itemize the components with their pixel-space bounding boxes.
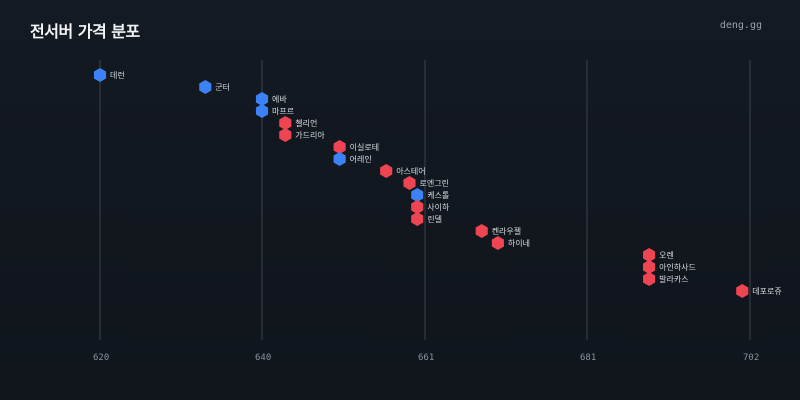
data-point[interactable] [255, 104, 269, 118]
data-point[interactable] [736, 284, 749, 298]
data-point[interactable] [643, 260, 656, 274]
data-point-label: 사이하 [427, 202, 450, 212]
data-point-label: 하이네 [508, 238, 530, 248]
data-point-label: 첼리언 [295, 118, 317, 128]
data-point-label: 로엔그린 [419, 178, 448, 188]
data-point[interactable] [411, 212, 424, 226]
data-point-label: 데포로쥬 [752, 287, 781, 296]
x-tick-label: 681 [580, 353, 596, 363]
data-point-label: 아스테어 [396, 166, 425, 176]
data-point-label: 발라카스 [659, 274, 688, 284]
data-point-label: 린델 [427, 214, 442, 224]
data-point-label: 데런 [110, 70, 125, 80]
data-point[interactable] [255, 92, 269, 106]
data-point[interactable] [643, 272, 656, 286]
data-point[interactable] [279, 116, 292, 130]
data-point-label: 마프르 [272, 107, 294, 116]
data-point-label: 아인하사드 [659, 262, 696, 272]
data-point-label: 가드리아 [295, 130, 325, 140]
data-point[interactable] [475, 224, 488, 238]
data-point[interactable] [643, 248, 656, 262]
x-tick-label: 702 [743, 353, 759, 363]
data-point-label: 어레인 [350, 154, 372, 164]
data-point-label: 군터 [215, 83, 230, 92]
chart-title: 전서버 가격 분포 [30, 22, 140, 41]
data-point-label: 에바 [272, 94, 287, 104]
x-tick-label: 640 [255, 353, 271, 363]
data-point[interactable] [199, 80, 212, 94]
data-point[interactable] [333, 152, 346, 166]
data-point[interactable] [380, 164, 393, 178]
brand-label: deng.gg [719, 20, 762, 31]
data-point[interactable] [411, 200, 424, 214]
data-point[interactable] [491, 236, 504, 250]
x-tick-label: 620 [93, 353, 109, 363]
x-tick-label: 661 [418, 353, 434, 363]
data-point-label: 오렌 [659, 250, 674, 260]
data-point[interactable] [93, 68, 107, 82]
data-point[interactable] [411, 188, 424, 202]
data-point-label: 켄라우젤 [492, 226, 521, 236]
data-point-label: 케스톨 [427, 191, 449, 200]
data-point[interactable] [279, 128, 292, 142]
data-point-label: 이실로테 [350, 142, 379, 152]
data-point[interactable] [333, 140, 346, 154]
data-point[interactable] [403, 176, 416, 190]
